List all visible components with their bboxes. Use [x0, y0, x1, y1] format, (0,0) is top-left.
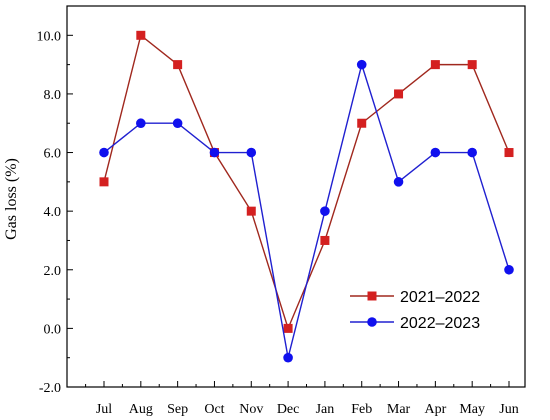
y-tick-label-6: 10.0 [37, 29, 62, 44]
series-1-point-2 [172, 118, 183, 129]
series-0-point-0 [99, 177, 109, 187]
series-0-point-10 [467, 60, 477, 70]
x-tick-label-8: Mar [387, 402, 411, 417]
y-tick-label-2: 2.0 [44, 264, 62, 279]
y-tick-label-5: 8.0 [44, 88, 62, 103]
plot-frame [66, 5, 526, 388]
series-1-point-7 [356, 59, 367, 70]
x-tick-label-11: Jun [499, 402, 518, 417]
series-1-point-0 [99, 147, 109, 158]
legend-label-0: 2021–2022 [400, 289, 480, 306]
y-tick-label-1: 0.0 [44, 322, 62, 337]
legend-marker-0 [367, 291, 377, 301]
series-1-point-4 [246, 147, 257, 158]
legend: 2021–2022 2022–2023 [350, 289, 480, 332]
legend-marker-1 [367, 317, 377, 327]
series-0-point-6 [320, 235, 330, 245]
series-1-point-1 [136, 118, 146, 129]
legend-label-1: 2022–2023 [400, 315, 480, 332]
series-1-point-3 [209, 147, 220, 158]
x-tick-label-9: Apr [424, 402, 446, 417]
series-1-point-9 [430, 147, 441, 158]
x-tick-label-0: Jul [96, 402, 112, 417]
x-tick-label-3: Oct [204, 402, 224, 417]
series-1-point-5 [283, 352, 293, 363]
series-1-point-10 [467, 147, 477, 158]
series-0-point-1 [136, 30, 146, 40]
x-tick-label-1: Aug [129, 402, 153, 417]
series-1-point-11 [504, 264, 514, 275]
series-1 [99, 59, 514, 363]
x-tick-label-6: Jan [316, 402, 335, 417]
x-tick-label-7: Feb [351, 402, 372, 417]
x-tick-label-10: May [459, 402, 485, 417]
y-tick-label-4: 6.0 [44, 147, 62, 162]
x-tick-label-4: Nov [239, 402, 263, 417]
y-axis-title: Gas loss (%) [3, 158, 20, 240]
y-tick-label-0: -2.0 [39, 381, 61, 396]
series-0-point-7 [357, 118, 367, 128]
x-tick-label-2: Sep [167, 402, 188, 417]
y-tick-label-3: 4.0 [44, 205, 62, 220]
series-layer [99, 30, 514, 363]
series-line-1 [103, 62, 510, 358]
series-0 [99, 30, 514, 333]
series-0-point-9 [430, 60, 440, 70]
x-tick-label-5: Dec [277, 402, 300, 417]
axes: -2.0 0.0 2.0 4.0 6.0 8.0 10.0 Jul Aug Sep Oct Nov De… [37, 5, 526, 417]
series-0-point-2 [173, 60, 183, 70]
series-0-point-8 [394, 89, 404, 99]
series-0-point-5 [283, 323, 293, 333]
series-0-point-4 [246, 206, 256, 216]
series-1-point-8 [393, 177, 404, 187]
series-0-point-11 [504, 148, 514, 158]
series-1-point-6 [320, 206, 330, 216]
